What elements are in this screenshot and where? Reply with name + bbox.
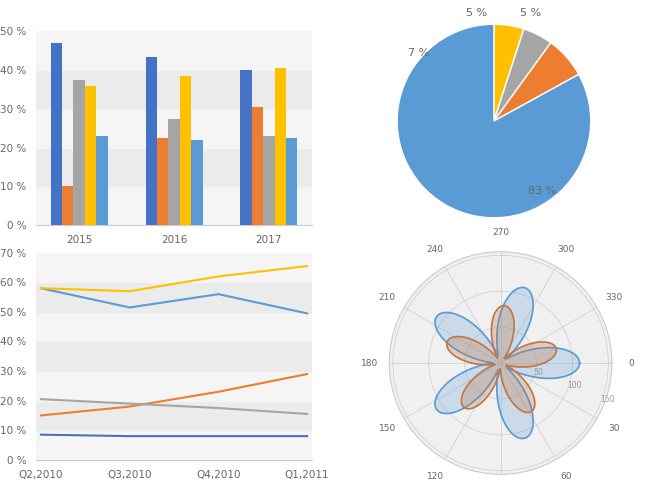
Bar: [36, 253, 312, 282]
Bar: [168, 119, 180, 225]
Bar: [96, 136, 107, 225]
Text: 7 %: 7 %: [408, 48, 429, 58]
Bar: [36, 342, 312, 371]
Wedge shape: [494, 24, 524, 121]
Polygon shape: [447, 306, 556, 412]
Text: 83 %: 83 %: [528, 186, 556, 196]
Bar: [36, 282, 312, 312]
Bar: [36, 31, 312, 70]
Bar: [36, 371, 312, 401]
Bar: [62, 186, 74, 225]
Bar: [74, 80, 85, 225]
Text: 5 %: 5 %: [466, 8, 487, 17]
Bar: [36, 148, 312, 186]
Wedge shape: [494, 29, 551, 121]
Wedge shape: [397, 24, 591, 218]
Bar: [36, 430, 312, 460]
Bar: [274, 68, 286, 225]
Bar: [180, 76, 191, 225]
Bar: [36, 401, 312, 430]
Bar: [263, 136, 274, 225]
Bar: [85, 86, 96, 225]
Text: 5 %: 5 %: [520, 8, 541, 17]
Polygon shape: [435, 287, 579, 439]
Bar: [36, 312, 312, 342]
Bar: [241, 70, 252, 225]
Bar: [36, 186, 312, 225]
Bar: [157, 138, 168, 225]
Bar: [252, 107, 263, 225]
Bar: [146, 57, 157, 225]
Bar: [50, 43, 62, 225]
Wedge shape: [494, 43, 579, 121]
Bar: [36, 109, 312, 148]
Bar: [191, 140, 202, 225]
Bar: [286, 138, 298, 225]
Bar: [36, 70, 312, 109]
